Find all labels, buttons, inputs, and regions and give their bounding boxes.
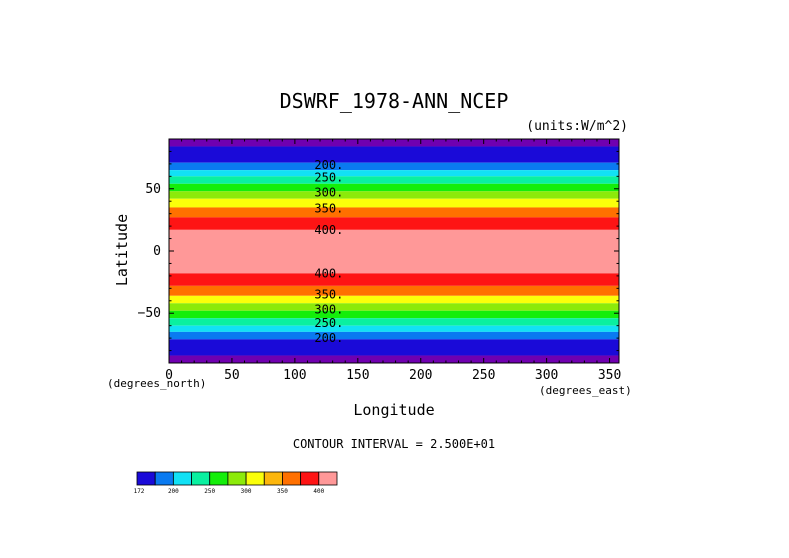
contour-band <box>169 207 619 218</box>
contour-band <box>169 331 619 340</box>
colorbar-tick-label: 250 <box>204 488 215 495</box>
contour-band <box>169 310 619 319</box>
colorbar-tick-label: 172 <box>134 488 145 495</box>
y-axis-label: Latitude <box>113 214 131 286</box>
x-tick-label: 300 <box>535 368 558 383</box>
contour-label: 250. <box>314 171 343 185</box>
y-tick-label: 0 <box>153 244 161 259</box>
colorbar-swatch <box>318 471 338 486</box>
y-tick-label: 50 <box>145 182 161 197</box>
colorbar-swatch <box>245 471 265 486</box>
colorbar-tick-label: 300 <box>241 488 252 495</box>
colorbar: 172 200 250 300 350 400 <box>134 471 338 495</box>
contour-band <box>169 170 619 177</box>
contour-label: 200. <box>314 331 343 345</box>
contour-labels: 200.250.300.350.400.400.350.300.250.200. <box>314 158 343 345</box>
x-tick-label: 250 <box>472 368 495 383</box>
contour-band <box>169 198 619 208</box>
contour-band <box>169 355 619 363</box>
contour-band <box>169 191 619 199</box>
colorbar-swatch <box>209 471 229 486</box>
y-units-label: (degrees_north) <box>107 377 206 390</box>
contour-band <box>169 146 619 163</box>
contour-band <box>169 139 619 147</box>
x-tick-label: 0 <box>165 368 173 383</box>
colorbar-swatch <box>227 471 247 486</box>
colorbar-tick-label: 350 <box>277 488 288 495</box>
colorbar-tick-label: 400 <box>313 488 324 495</box>
contour-band <box>169 217 619 230</box>
contour-band <box>169 229 619 274</box>
contour-label: 200. <box>314 158 343 172</box>
colorbar-swatch <box>136 471 156 486</box>
contour-band <box>169 318 619 326</box>
contour-band <box>169 162 619 171</box>
contour-label: 350. <box>314 288 343 302</box>
colorbar-swatch <box>191 471 211 486</box>
contour-label: 350. <box>314 202 343 216</box>
units-label: (units:W/m^2) <box>526 119 628 134</box>
contour-bands <box>169 139 619 363</box>
colorbar-swatch <box>154 471 174 486</box>
contour-band <box>169 295 619 304</box>
x-tick-label: 50 <box>224 368 240 383</box>
contour-band <box>169 339 619 356</box>
x-tick-label: 350 <box>598 368 621 383</box>
contour-band <box>169 303 619 311</box>
colorbar-tick-label: 200 <box>168 488 179 495</box>
y-tick-label: −50 <box>138 306 161 321</box>
contour-label: 300. <box>314 302 343 316</box>
contour-interval-label: CONTOUR INTERVAL = 2.500E+01 <box>293 437 495 451</box>
contour-label: 400. <box>314 266 343 280</box>
contour-band <box>169 285 619 296</box>
contour-band <box>169 325 619 332</box>
x-units-label: (degrees_east) <box>539 384 632 397</box>
contour-label: 400. <box>314 223 343 237</box>
x-tick-label: 100 <box>283 368 306 383</box>
x-tick-label: 200 <box>409 368 432 383</box>
contour-label: 250. <box>314 316 343 330</box>
contour-band <box>169 183 619 192</box>
colorbar-swatch <box>263 471 283 486</box>
colorbar-swatch <box>172 471 192 486</box>
x-axis-label: Longitude <box>353 401 434 419</box>
axis-ticks: 0 50 100 150 200 250 300 350 50 0 −50 <box>138 139 621 383</box>
colorbar-swatch <box>300 471 320 486</box>
colorbar-swatch <box>282 471 302 486</box>
contour-label: 300. <box>314 186 343 200</box>
x-tick-label: 150 <box>346 368 369 383</box>
chart-title: DSWRF_1978-ANN_NCEP <box>280 89 509 113</box>
contour-band <box>169 273 619 286</box>
contour-band <box>169 176 619 184</box>
